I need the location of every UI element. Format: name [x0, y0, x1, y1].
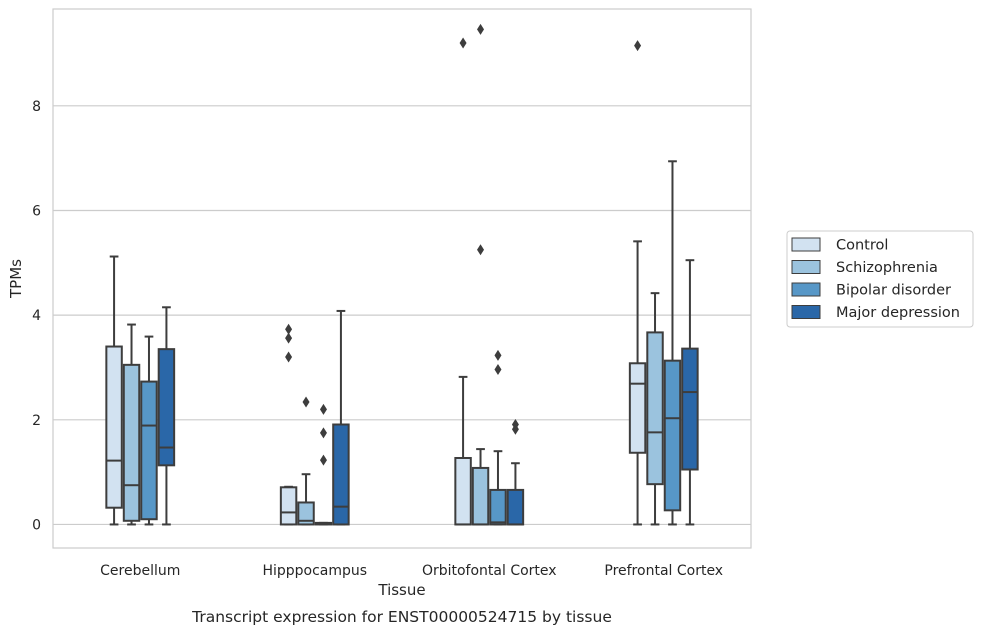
- legend-entry: Control: [836, 238, 888, 254]
- box-1-1: [297, 396, 315, 526]
- box-2-2: [489, 349, 507, 526]
- box-body: [506, 488, 525, 526]
- box-body: [628, 362, 647, 454]
- box-1-0: [279, 323, 298, 526]
- y-tick-label: 6: [32, 203, 41, 219]
- outlier-point: [494, 349, 502, 361]
- outlier-point: [319, 427, 327, 439]
- box-1-3: [332, 309, 350, 526]
- box-body: [157, 348, 176, 467]
- box-2-3: [506, 419, 525, 526]
- box-0-1: [122, 323, 141, 526]
- y-tick-label: 0: [32, 517, 41, 533]
- y-tick-label: 8: [32, 99, 41, 115]
- legend-swatch: [791, 260, 821, 274]
- box-1-2: [314, 403, 333, 526]
- legend-entry: Schizophrenia: [836, 260, 938, 276]
- x-tick-label: Hipppocampus: [262, 563, 367, 579]
- legend-frame: [786, 230, 974, 328]
- box-body: [297, 501, 315, 526]
- x-tick-label: Cerebellum: [100, 563, 180, 579]
- box-3-3: [681, 259, 699, 526]
- box-body: [105, 345, 123, 509]
- legend: Control Schizophrenia Bipolar disorder Majo…: [786, 230, 974, 328]
- legend-swatch: [791, 305, 821, 319]
- box-3-0: [628, 40, 647, 526]
- outlier-point: [511, 423, 519, 435]
- outlier-point: [302, 396, 310, 408]
- outlier-point: [634, 40, 642, 52]
- x-tick-labels: Cerebellum Hipppocampus Orbitofontal Corte…: [100, 563, 723, 579]
- box-body: [332, 423, 350, 526]
- box-body: [663, 359, 682, 512]
- y-tick-label: 4: [32, 308, 41, 324]
- y-axis-label: TPMs: [7, 259, 25, 299]
- box-body: [279, 486, 298, 526]
- box-body: [489, 488, 507, 526]
- boxes-layer: [105, 23, 699, 526]
- outlier-point: [319, 403, 327, 415]
- outlier-point: [459, 37, 467, 49]
- x-tick-label: Prefrontal Cortex: [604, 563, 723, 579]
- outlier-point: [477, 244, 485, 256]
- outlier-point: [285, 323, 293, 335]
- x-axis-label: Tissue: [377, 581, 425, 599]
- legend-entry: Major depression: [836, 305, 960, 321]
- box-0-3: [157, 306, 176, 526]
- box-2-1: [471, 23, 490, 526]
- box-body: [140, 380, 158, 521]
- outlier-point: [285, 351, 293, 363]
- box-0-0: [105, 255, 123, 526]
- box-0-2: [140, 335, 158, 526]
- box-body: [454, 456, 472, 526]
- outlier-point: [285, 332, 293, 344]
- y-tick-labels: 0 2 4 6 8: [32, 99, 41, 534]
- chart-caption: Transcript expression for ENST0000052471…: [191, 608, 612, 626]
- outlier-point: [477, 23, 485, 35]
- box-2-0: [454, 37, 472, 526]
- box-body: [681, 347, 699, 471]
- outlier-point: [319, 454, 327, 466]
- legend-swatch: [791, 237, 821, 252]
- legend-swatch: [791, 282, 821, 297]
- x-tick-label: Orbitofontal Cortex: [422, 563, 557, 579]
- outlier-point: [494, 364, 502, 376]
- box-3-2: [663, 160, 682, 526]
- box-body: [122, 363, 141, 522]
- box-body: [646, 331, 664, 486]
- box-3-1: [646, 292, 664, 526]
- box-body: [471, 466, 490, 526]
- plot-area-frame: [52, 8, 752, 549]
- legend-entry: Bipolar disorder: [836, 283, 951, 299]
- y-tick-label: 2: [32, 413, 41, 429]
